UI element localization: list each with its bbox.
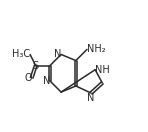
Text: S: S — [33, 61, 39, 71]
Text: N: N — [54, 50, 61, 59]
Text: O: O — [24, 73, 32, 83]
Text: H₃C: H₃C — [12, 50, 30, 59]
Text: N: N — [87, 93, 95, 103]
Text: N: N — [43, 76, 50, 86]
Text: NH₂: NH₂ — [87, 44, 106, 54]
Text: NH: NH — [95, 65, 110, 75]
